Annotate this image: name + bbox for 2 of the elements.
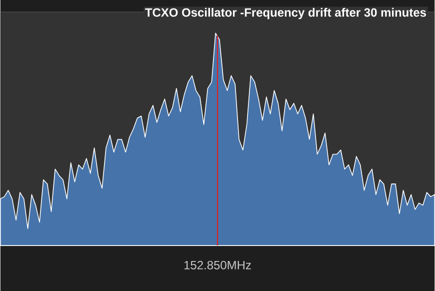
text: 152.850MHz — [184, 260, 251, 270]
chart-title: TCXO Oscillator -Frequency drift after 30 minutes — [145, 8, 426, 19]
